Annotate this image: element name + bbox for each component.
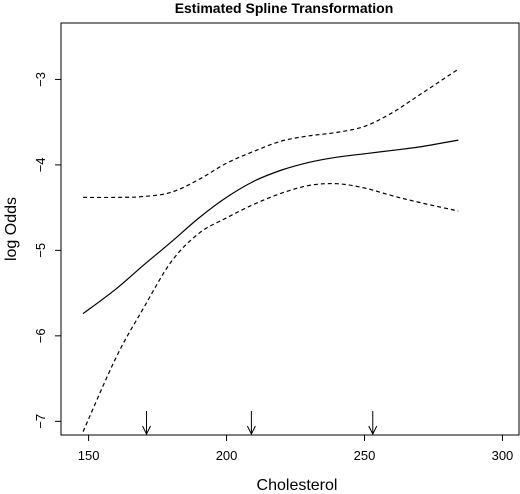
knot-arrow [368,411,378,436]
y-axis-label: log Odds [3,197,20,261]
chart-title: Estimated Spline Transformation [175,0,394,16]
spline-estimate-line [82,139,459,315]
knot-markers [142,411,378,436]
x-tick-label: 200 [216,448,238,463]
knot-arrow [246,411,256,436]
series-layer [82,68,459,432]
x-tick-label: 250 [354,448,376,463]
y-tick-label: −3 [33,72,48,87]
y-tick-label: −6 [33,328,48,343]
y-tick-label: −5 [33,243,48,258]
y-axis: −7 −6 −5 −4 −3 [33,72,61,429]
y-tick-label: −4 [33,157,48,172]
x-axis-label: Cholesterol [257,477,338,494]
y-tick-label: −7 [33,414,48,429]
plot-frame [60,22,520,436]
confidence-band-line-2 [82,182,459,432]
x-tick-label: 300 [492,448,514,463]
confidence-band-line-1 [83,68,459,199]
x-axis: 150 200 250 300 [78,435,514,463]
knot-arrow [142,411,151,436]
x-tick-label: 150 [78,448,100,463]
